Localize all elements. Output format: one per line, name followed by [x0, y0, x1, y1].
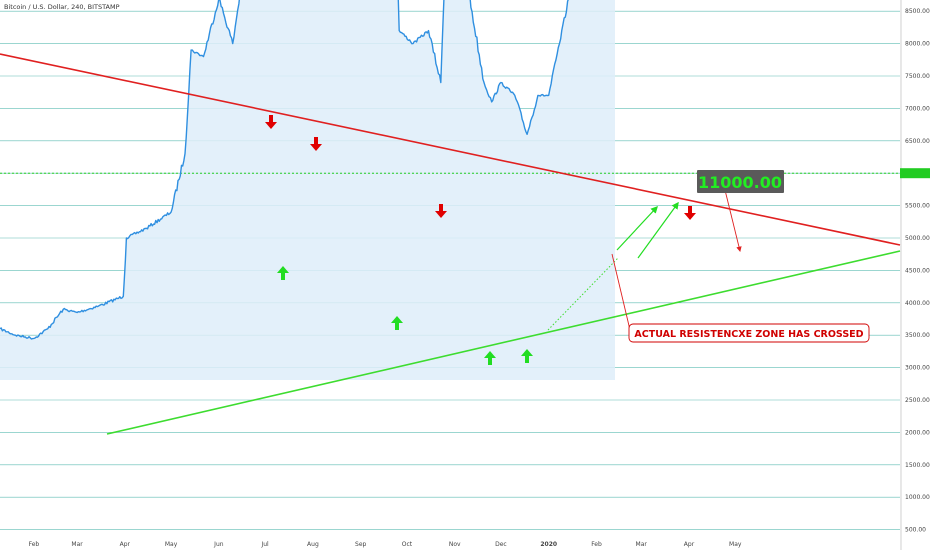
y-tick-label: 1000.00 [905, 494, 930, 501]
y-tick-label: 3500.00 [905, 332, 930, 339]
buy-signal-arrow [521, 349, 533, 363]
y-tick-label: 4000.00 [905, 300, 930, 307]
support-level-badge [900, 168, 930, 179]
y-tick-label: 4500.00 [905, 267, 930, 274]
arrow-up-icon [277, 266, 289, 280]
x-tick-label: Oct [402, 541, 413, 548]
support-trendline[interactable] [106, 250, 901, 435]
arrow-down-icon [435, 204, 447, 218]
y-tick-label: 2500.00 [905, 397, 930, 404]
buy-signal-arrow [391, 316, 403, 330]
arrow-up-icon [391, 316, 403, 330]
x-tick-label: Mar [636, 541, 648, 548]
arrow-up-icon [521, 349, 533, 363]
y-tick-label: 1500.00 [905, 462, 930, 469]
y-tick-label: 5500.00 [905, 203, 930, 210]
note-callout-box [628, 323, 870, 343]
price-area [0, 0, 615, 380]
x-tick-label: May [165, 541, 178, 548]
arrow-up-icon [484, 351, 496, 365]
y-tick-label: 8000.00 [905, 41, 930, 48]
note-pointer-line [611, 253, 631, 331]
x-tick-label: Aug [307, 541, 319, 548]
x-tick-label: Feb [29, 541, 40, 548]
symbol-title: Bitcoin / U.S. Dollar, 240, BITSTAMP [4, 3, 120, 11]
projection-arrow [637, 201, 679, 259]
x-tick-label: 2020 [540, 541, 557, 548]
sell-signal-arrow [310, 137, 322, 151]
target-label-box [697, 170, 784, 193]
y-tick-label: 7000.00 [905, 105, 930, 112]
x-tick-label: Jun [213, 541, 224, 548]
buy-signal-arrow [484, 351, 496, 365]
y-tick-label: 7500.00 [905, 73, 930, 80]
y-tick-label: 6500.00 [905, 138, 930, 145]
x-tick-label: Nov [449, 541, 461, 548]
target-pointer-arrow [724, 189, 742, 253]
x-tick-label: Mar [71, 541, 83, 548]
sell-signal-arrow [265, 115, 277, 129]
sell-signal-arrow [684, 206, 696, 220]
sell-signal-arrow [435, 204, 447, 218]
x-tick-label: Jul [260, 541, 269, 548]
x-tick-label: Dec [495, 541, 507, 548]
y-tick-label: 500.00 [905, 527, 926, 534]
target-label-text: 11000.00 [698, 173, 782, 192]
arrow-down-icon [265, 115, 277, 129]
x-tick-label: May [729, 541, 742, 548]
x-tick-label: Feb [591, 541, 602, 548]
y-tick-label: 3000.00 [905, 365, 930, 372]
y-tick-label: 8500.00 [905, 8, 930, 15]
y-tick-label: 5000.00 [905, 235, 930, 242]
note-callout-text: ACTUAL RESISTENCXE ZONE HAS CROSSED [634, 329, 863, 340]
x-tick-label: Apr [120, 541, 131, 548]
y-tick-label: 2000.00 [905, 429, 930, 436]
projection-arrow [616, 205, 658, 251]
resistance-trendline[interactable] [0, 53, 901, 246]
x-tick-label: Apr [684, 541, 695, 548]
x-tick-label: Sep [355, 541, 367, 548]
buy-signal-arrow [277, 266, 289, 280]
price-line[interactable] [0, 0, 615, 340]
arrow-down-icon [310, 137, 322, 151]
arrow-down-icon [684, 206, 696, 220]
dotted-trendline [547, 257, 619, 331]
